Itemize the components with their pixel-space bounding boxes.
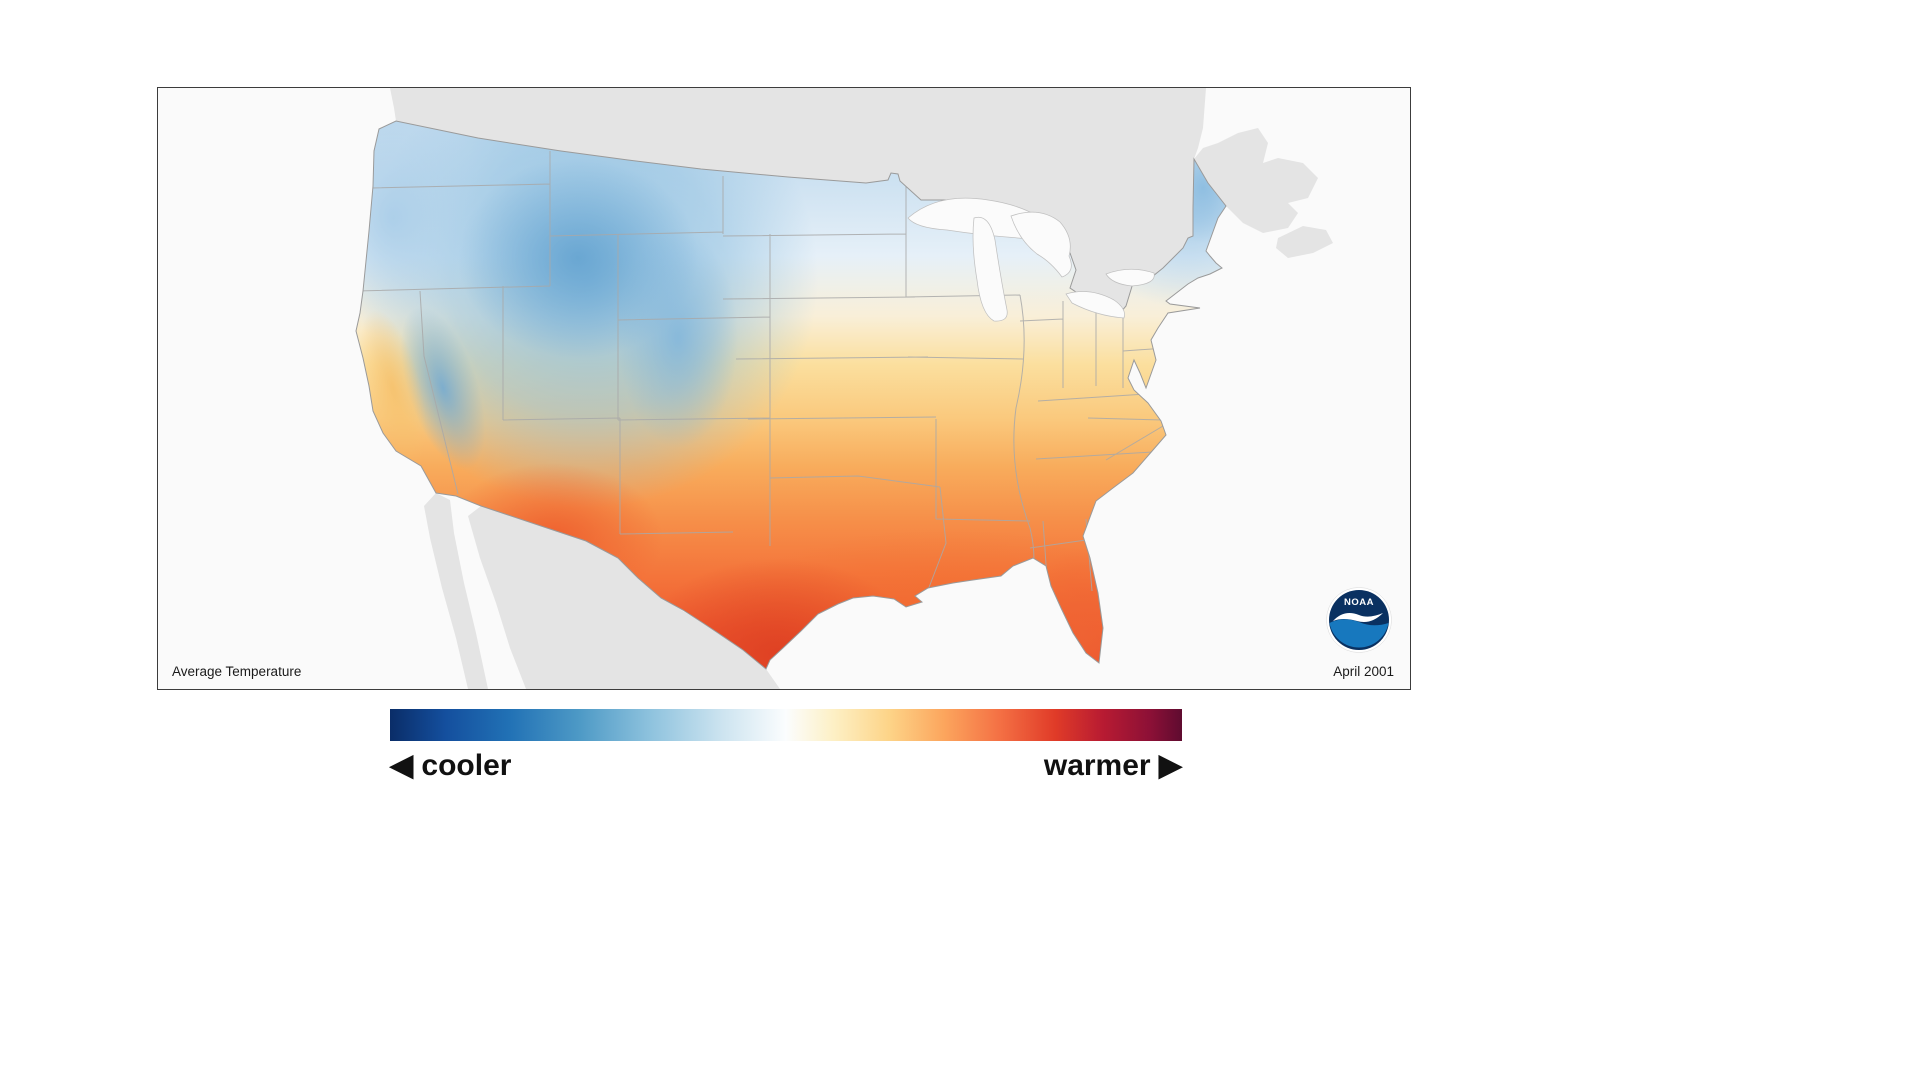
noaa-logo-graphic: NOAA (1326, 587, 1392, 653)
noaa-logo-sea (1329, 619, 1389, 648)
temperature-legend: ◀ cooler warmer ▶ (390, 709, 1182, 783)
us-temperature-map (158, 88, 1410, 689)
noaa-logo: NOAA (1326, 587, 1392, 653)
legend-colorbar (390, 709, 1182, 741)
noaa-logo-text: NOAA (1344, 597, 1374, 608)
lake-erie (1065, 291, 1125, 319)
lake-ontario (1105, 268, 1155, 287)
canada-landmass (390, 88, 1206, 313)
map-panel: NOAA Average Temperature April 2001 (157, 87, 1411, 690)
state-borders (356, 151, 1167, 594)
noaa-seagull-icon (1333, 613, 1383, 622)
map-caption: Average Temperature (172, 664, 302, 679)
nova-scotia-landmass (1276, 226, 1333, 258)
us-outline (355, 120, 1227, 670)
canada-maritimes-landmass (1194, 128, 1318, 233)
legend-labels: ◀ cooler warmer ▶ (390, 749, 1182, 783)
lake-huron (1010, 211, 1072, 278)
legend-warmer-label: warmer ▶ (1043, 749, 1182, 782)
great-lakes (907, 197, 1155, 322)
map-date-label: April 2001 (1333, 664, 1394, 679)
mexico-landmass (468, 506, 780, 689)
legend-cooler-label: ◀ cooler (390, 749, 512, 782)
lake-michigan (972, 216, 1008, 322)
baja-california-landmass (424, 493, 488, 689)
